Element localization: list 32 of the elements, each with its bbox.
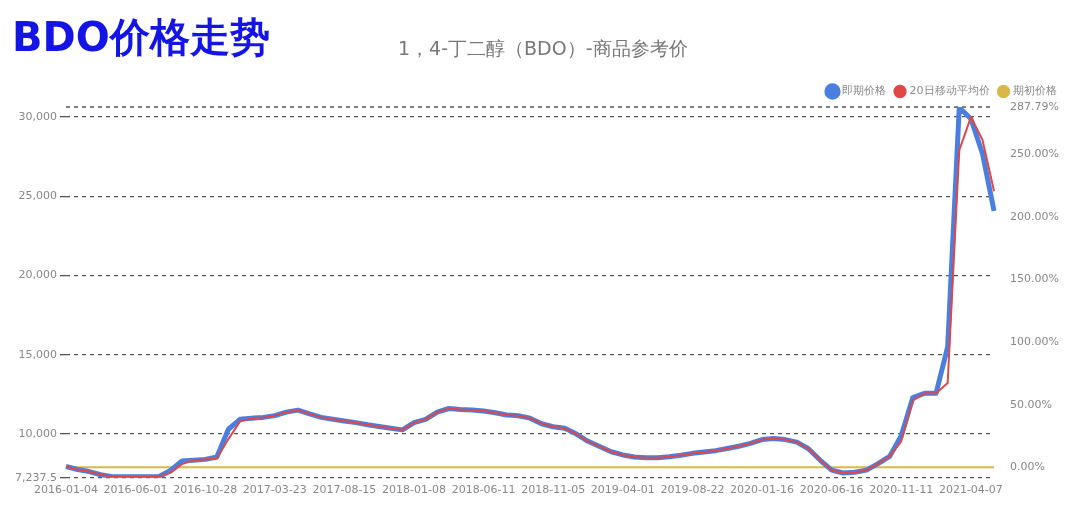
x-tick-label: 2020-06-16 (799, 483, 864, 497)
x-tick-label: 2018-01-08 (382, 483, 446, 497)
y-tick-label: 15,000 (18, 347, 57, 361)
x-tick-label: 2016-06-01 (103, 483, 168, 497)
x-tick-label: 2018-11-05 (521, 483, 586, 497)
x-tick-label: 2016-10-28 (173, 483, 238, 497)
y2-tick-label: 50.00% (1010, 397, 1053, 411)
chart-subtitle: 1，4-丁二醇（BDO）-商品参考价 (398, 36, 688, 61)
x-tick-label: 2016-01-04 (34, 483, 98, 497)
legend-label: 期初价格 (1013, 84, 1057, 98)
x-tick-label: 2020-11-11 (869, 483, 934, 497)
x-tick-label: 2019-04-01 (590, 483, 655, 497)
x-tick-label: 2017-03-23 (242, 483, 307, 497)
y2-tick-label: 200.00% (1010, 209, 1060, 223)
y2-tick-label: 287.79% (1010, 99, 1060, 113)
legend-label: 即期价格 (842, 84, 886, 98)
x-tick-label: 2017-08-15 (312, 483, 377, 497)
y-tick-label: 7,237.5 (14, 470, 57, 484)
chart-title: BDO价格走势 (12, 13, 270, 62)
x-tick-label: 2020-01-16 (730, 483, 795, 497)
y2-tick-label: 250.00% (1010, 147, 1060, 161)
y-tick-label: 10,000 (18, 426, 57, 440)
y-tick-label: 30,000 (18, 109, 57, 123)
x-tick-label: 2019-08-22 (660, 483, 725, 497)
x-tick-label: 2018-06-11 (451, 483, 516, 497)
y2-tick-label: 100.00% (1010, 334, 1060, 348)
y2-tick-label: 150.00% (1010, 272, 1060, 286)
x-tick-label: 2021-04-07 (938, 483, 1003, 497)
y-tick-label: 25,000 (18, 189, 57, 203)
y2-tick-label: 0.00% (1010, 460, 1046, 474)
y-tick-label: 20,000 (18, 268, 57, 282)
legend-label: 20日移动平均价 (909, 84, 990, 98)
